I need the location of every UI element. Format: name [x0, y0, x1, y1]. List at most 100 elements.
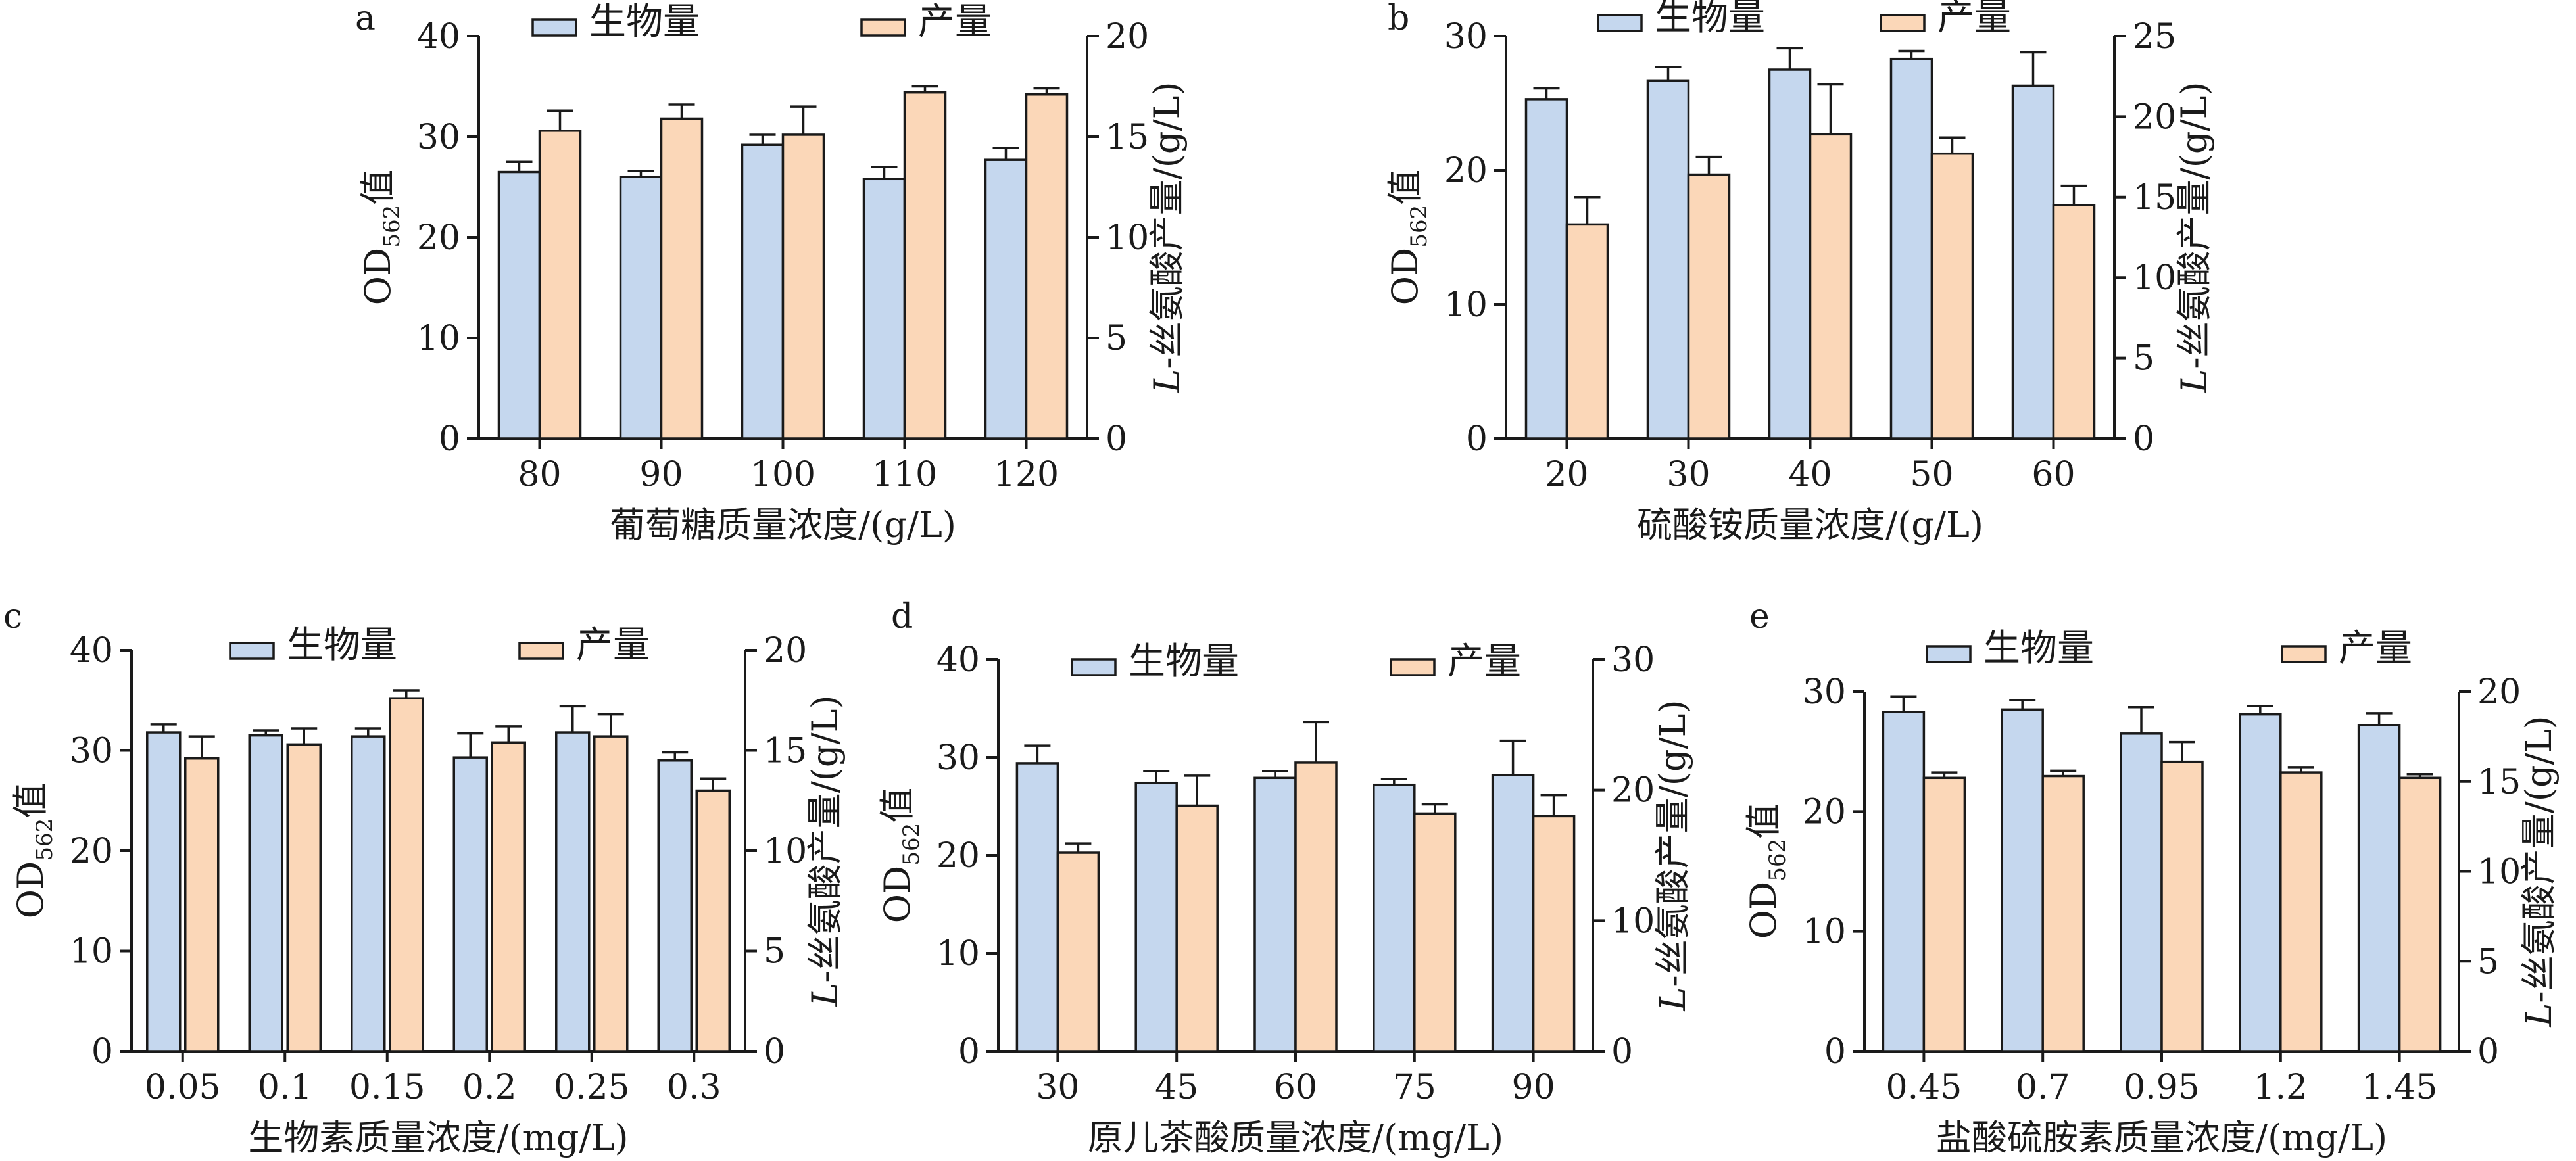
x-axis-label: 葡萄糖质量浓度/(g/L): [610, 504, 956, 546]
yield-bar-80: [538, 130, 582, 440]
left-tick-label: 0: [1824, 1032, 1846, 1072]
biomass-bar-30: [1646, 79, 1690, 440]
legend: 生物量 产量: [1071, 640, 1521, 683]
legend: 生物量 产量: [1597, 0, 2011, 39]
x-tick-label: 75: [1393, 1068, 1436, 1107]
panel-letter: a: [355, 0, 376, 38]
right-y-label-italic: L: [2518, 1003, 2560, 1028]
yield-bar-0.05: [184, 757, 220, 1053]
biomass-bar-20: [1524, 98, 1568, 440]
legend-swatch-yield: [518, 642, 564, 660]
right-tick-label: 5: [2133, 339, 2154, 379]
yield-bar-0.25: [593, 735, 629, 1053]
right-tick-label: 20: [1106, 17, 1149, 57]
left-y-label-main: OD: [357, 248, 399, 306]
left-y-axis-label: OD562值: [357, 170, 405, 305]
x-tick-label: 20: [1545, 455, 1588, 494]
right-tick-label: 10: [764, 832, 807, 871]
biomass-bar-90: [619, 176, 663, 440]
yield-bar-90: [1532, 815, 1576, 1053]
yield-bar-60: [2052, 204, 2096, 440]
left-y-label-subscript: 562: [379, 205, 405, 248]
biomass-bar-0.2: [452, 756, 488, 1053]
right-tick-label: 5: [764, 932, 785, 972]
right-tick-label: 5: [2477, 942, 2499, 982]
right-tick-label: 10: [2477, 853, 2521, 892]
chart-panel-e: e 0 10 20 30 0 5 10 15 20 0.45 0.7 0.95 1.2 1.45 盐酸硫胺素质…: [1743, 597, 2560, 1158]
x-tick-label: 80: [518, 455, 561, 494]
right-y-axis-label: L-丝氨酸产量/(g/L): [2174, 82, 2215, 393]
x-tick-label: 50: [1910, 455, 1953, 494]
right-tick-label: 10: [2133, 258, 2176, 298]
left-y-label-subscript: 562: [32, 818, 58, 861]
left-y-label-subscript: 562: [1406, 205, 1432, 248]
right-tick-label: 30: [1611, 640, 1655, 680]
x-tick-label: 1.45: [2362, 1068, 2438, 1107]
right-tick-label: 10: [1106, 218, 1149, 258]
yield-bar-0.3: [695, 789, 731, 1053]
yield-bar-50: [1930, 152, 1974, 440]
left-y-label-main: OD: [10, 861, 51, 919]
biomass-bar-0.25: [555, 731, 591, 1053]
x-tick-label: 0.1: [258, 1068, 312, 1107]
legend-swatch-biomass: [1071, 658, 1117, 676]
x-tick-label: 90: [1512, 1068, 1555, 1107]
yield-bar-0.7: [2041, 774, 2085, 1053]
biomass-bar-0.95: [2120, 732, 2163, 1053]
biomass-bar-0.15: [351, 735, 386, 1053]
right-tick-label: 10: [1611, 901, 1655, 941]
biomass-bar-75: [1373, 783, 1416, 1053]
right-tick-label: 20: [2133, 97, 2176, 137]
biomass-bar-80: [497, 170, 541, 440]
left-tick-label: 0: [439, 419, 460, 459]
biomass-bar-110: [862, 178, 906, 440]
x-axis-label: 硫酸铵质量浓度/(g/L): [1637, 504, 1983, 546]
left-tick-label: 30: [936, 738, 980, 778]
legend: 生物量 产量: [229, 624, 650, 667]
right-tick-label: 15: [2477, 763, 2521, 802]
x-tick-label: 0.2: [462, 1068, 517, 1107]
left-tick-label: 40: [70, 631, 113, 671]
right-y-label-rest: -丝氨酸产量/(g/L): [1146, 82, 1188, 369]
x-tick-label: 0.25: [554, 1068, 630, 1107]
right-tick-label: 15: [764, 732, 807, 771]
left-tick-label: 30: [1444, 17, 1488, 57]
panel-letter: d: [891, 597, 913, 636]
left-tick-label: 10: [417, 319, 460, 358]
right-tick-label: 0: [2477, 1032, 2499, 1072]
right-tick-label: 0: [764, 1032, 785, 1072]
left-y-label-main: OD: [1743, 882, 1784, 939]
legend: 生物量 产量: [1926, 627, 2412, 670]
biomass-bar-0.05: [146, 731, 182, 1053]
yield-bar-100: [781, 133, 825, 440]
left-y-axis-label: OD562值: [10, 783, 58, 918]
yield-bar-120: [1025, 93, 1069, 440]
right-y-label-italic: L: [2174, 369, 2215, 394]
x-axis-label: 原儿茶酸质量浓度/(mg/L): [1088, 1117, 1503, 1158]
right-y-label-rest: -丝氨酸产量/(g/L): [2174, 82, 2215, 369]
x-tick-label: 100: [750, 455, 815, 494]
yield-bar-1.2: [2279, 771, 2323, 1053]
biomass-bar-0.3: [657, 759, 693, 1053]
biomass-bar-40: [1768, 68, 1812, 440]
left-tick-label: 40: [417, 17, 460, 57]
left-y-axis-label: OD562值: [1743, 803, 1791, 939]
chart-panel-c: c 0 10 20 30 40 0 5 10 15 20 0.05 0.1 0.15 0.2 0.25 0.3 生…: [3, 597, 846, 1158]
right-tick-label: 0: [1106, 419, 1127, 459]
left-tick-label: 20: [417, 218, 460, 258]
legend-label-yield: 产量: [576, 624, 650, 667]
yield-bar-0.2: [491, 741, 526, 1053]
right-y-axis-label: L-丝氨酸产量/(g/L): [1652, 699, 1693, 1011]
chart-panel-b: b 0 10 20 30 0 5 10 15 20 25 20 30 40 50 60 硫酸铵质量浓度/(g/L…: [1384, 0, 2215, 546]
left-tick-label: 30: [70, 732, 113, 771]
chart-panel-d: d 0 10 20 30 40 0 10 20 30 30 45 60 75 90原儿茶酸质量浓度/(mg/…: [877, 597, 1693, 1158]
biomass-bar-0.45: [1882, 711, 1926, 1053]
left-tick-label: 10: [70, 932, 113, 972]
x-tick-label: 0.7: [2016, 1068, 2070, 1107]
right-tick-label: 15: [2133, 178, 2176, 218]
x-tick-label: 30: [1036, 1068, 1079, 1107]
left-tick-label: 0: [1466, 419, 1488, 459]
left-tick-label: 10: [1444, 285, 1488, 325]
right-tick-label: 5: [1106, 319, 1127, 358]
legend-swatch-biomass: [1597, 14, 1643, 32]
